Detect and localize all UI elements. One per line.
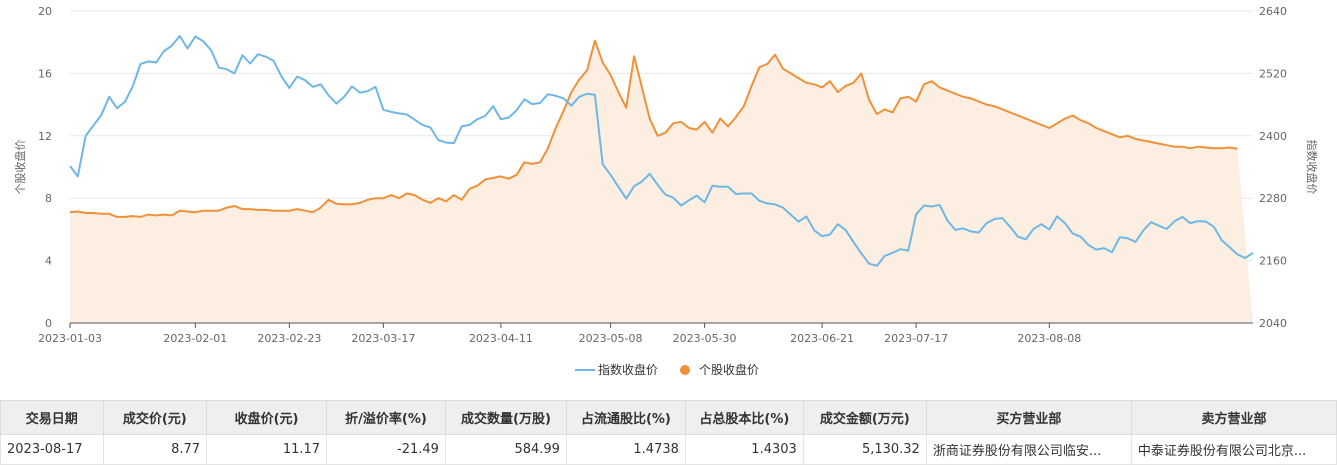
x-tick-label: 2023-02-01 (163, 332, 227, 345)
header-trade-price[interactable]: 成交价(元) (102, 400, 208, 435)
cell-float-share-ratio: 1.4738 (565, 434, 686, 465)
y-left-tick-label: 8 (45, 192, 52, 205)
x-tick-label: 2023-06-21 (790, 332, 854, 345)
y-left-tick-label: 0 (45, 317, 52, 330)
y-right-tick-label: 2160 (1259, 255, 1287, 268)
cell-trade-date: 2023-08-17 (0, 434, 104, 465)
y-left-tick-label: 16 (38, 67, 52, 80)
legend-stock-label: 个股收盘价 (699, 362, 759, 377)
cell-premium-rate: -21.49 (326, 434, 446, 465)
header-float-share-ratio[interactable]: 占流通股比(%) (565, 400, 686, 435)
cell-trade-price: 8.77 (102, 434, 208, 465)
legend-index-label: 指数收盘价 (598, 362, 658, 377)
x-tick-label: 2023-08-08 (1017, 332, 1081, 345)
x-tick-label: 2023-01-03 (38, 332, 102, 345)
y-left-tick-label: 20 (38, 5, 52, 18)
header-volume[interactable]: 成交数量(万股) (444, 400, 567, 435)
x-tick-label: 2023-04-11 (469, 332, 533, 345)
series-lines (69, 35, 1254, 267)
y-right-tick-label: 2400 (1259, 130, 1287, 143)
header-amount[interactable]: 成交金额(万元) (802, 400, 927, 435)
x-tick-label: 2023-05-30 (673, 332, 737, 345)
cell-seller-branch[interactable]: 中泰证券股份有限公司北京... (1130, 434, 1337, 465)
header-trade-date[interactable]: 交易日期 (0, 400, 104, 435)
header-total-share-ratio[interactable]: 占总股本比(%) (684, 400, 804, 435)
x-tick-label: 2023-07-17 (884, 332, 948, 345)
index-close-line (69, 35, 1254, 267)
y-left-tick-label: 4 (45, 255, 52, 268)
table-header-row: 交易日期 成交价(元) 收盘价(元) 折/溢价率(%) 成交数量(万股) 占流通… (0, 400, 1337, 435)
cell-amount: 5,130.32 (802, 434, 927, 465)
stock-area (70, 40, 1253, 323)
table-row: 2023-08-17 8.77 11.17 -21.49 584.99 1.47… (0, 434, 1337, 465)
chart-axes: 0 4 8 12 16 20 2040 2160 2280 2400 2520 2640 个股收盘价 指数… (13, 5, 1319, 345)
cell-total-share-ratio: 1.4303 (684, 434, 804, 465)
stock-close-line (69, 39, 1238, 218)
cell-buyer-branch[interactable]: 浙商证券股份有限公司临安... (925, 434, 1132, 465)
x-tick-label: 2023-02-23 (257, 332, 321, 345)
x-tick-label: 2023-03-17 (351, 332, 415, 345)
y-right-axis-title: 指数收盘价 (1305, 140, 1319, 195)
header-buyer-branch[interactable]: 买方营业部 (925, 400, 1132, 435)
y-right-tick-label: 2040 (1259, 317, 1287, 330)
header-seller-branch[interactable]: 卖方营业部 (1130, 400, 1337, 435)
y-left-tick-label: 12 (38, 130, 52, 143)
y-right-tick-label: 2280 (1259, 192, 1287, 205)
legend-stock-swatch (680, 365, 690, 375)
stock-area-fill (70, 40, 1253, 323)
header-premium-rate[interactable]: 折/溢价率(%) (326, 400, 446, 435)
header-close-price[interactable]: 收盘价(元) (206, 400, 328, 435)
y-left-axis-title: 个股收盘价 (13, 140, 27, 195)
y-right-tick-label: 2520 (1259, 67, 1287, 80)
chart-legend[interactable]: 指数收盘价 个股收盘价 (575, 362, 759, 377)
cell-close-price: 11.17 (206, 434, 328, 465)
block-trade-table: 交易日期 成交价(元) 收盘价(元) 折/溢价率(%) 成交数量(万股) 占流通… (0, 400, 1337, 465)
x-tick-label: 2023-05-08 (579, 332, 643, 345)
cell-volume: 584.99 (444, 434, 567, 465)
y-right-tick-label: 2640 (1259, 5, 1287, 18)
